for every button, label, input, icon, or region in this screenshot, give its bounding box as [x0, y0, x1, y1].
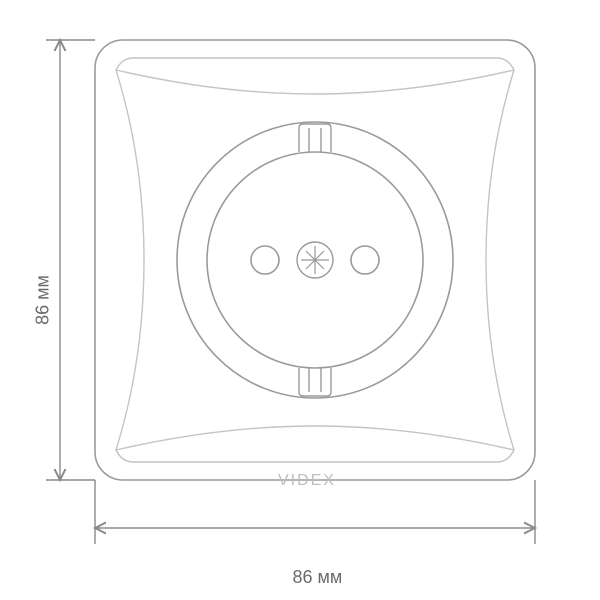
earth-clip-top: [299, 124, 331, 152]
earth-clip-bottom: [299, 368, 331, 396]
brand-label: VIDEX: [278, 472, 336, 490]
width-label: 86 мм: [293, 567, 343, 588]
screw-cross-icon: [301, 246, 329, 274]
socket-diagram: [0, 0, 600, 600]
inner-frame-bottom-curve: [116, 426, 514, 450]
dimension-height: [46, 40, 95, 480]
inner-frame-top-curve: [116, 70, 514, 94]
pin-hole-left: [251, 246, 279, 274]
pin-hole-right: [351, 246, 379, 274]
height-label: 86 мм: [32, 275, 53, 325]
